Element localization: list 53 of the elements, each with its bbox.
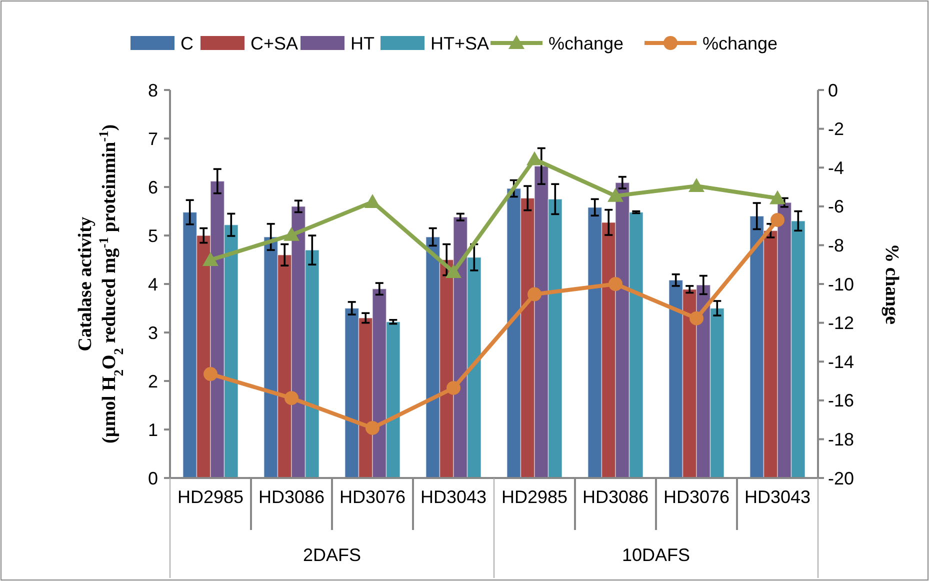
point	[690, 311, 704, 326]
point	[202, 252, 218, 266]
point	[526, 151, 542, 166]
legend-label: %change	[548, 33, 624, 54]
legend-label: C	[180, 33, 194, 54]
y2-tick-label: -20	[828, 468, 854, 488]
legend-label: %change	[702, 33, 778, 54]
y-tick-label: 4	[148, 274, 158, 294]
y-tick-label: 6	[148, 177, 158, 198]
y-tick-label: 2	[148, 371, 158, 392]
y-tick-label: 8	[148, 80, 158, 100]
point	[446, 264, 462, 278]
point	[688, 178, 704, 192]
y2-tick-label: -6	[828, 196, 844, 217]
point	[446, 380, 460, 395]
legend-label: C+SA	[250, 33, 298, 54]
y2-tick-label: 0	[828, 80, 838, 100]
x-tick-label: HD3086	[258, 487, 325, 507]
text: 2DAFS	[302, 545, 362, 565]
y-tick-label: 0	[148, 468, 158, 488]
y2-tick-label: -18	[828, 430, 854, 450]
x-tick-label: HD2985	[177, 487, 244, 507]
y2-tick-label: -2	[828, 119, 844, 140]
point	[284, 226, 300, 241]
point	[770, 190, 786, 204]
legend-label: HT	[350, 33, 374, 54]
x-tick-label: HD3086	[582, 487, 649, 507]
point	[366, 420, 380, 435]
point	[770, 212, 784, 227]
y-tick-label: 1	[148, 420, 158, 440]
y-tick-label: 3	[148, 322, 158, 343]
x-tick-label: HD3043	[744, 487, 811, 507]
y-tick-label: 7	[148, 128, 158, 149]
point	[284, 391, 298, 406]
point	[608, 188, 624, 202]
y2-tick-label: -12	[828, 313, 854, 334]
x-tick-label: HD3076	[663, 487, 730, 507]
y2-tick-label: -8	[828, 236, 844, 256]
point	[608, 277, 622, 291]
text: 10DAFS	[622, 545, 690, 565]
x-tick-label: HD3076	[339, 487, 406, 507]
point	[204, 367, 218, 382]
y2-tick-label: -10	[828, 274, 854, 294]
legend-label: HT+SA	[430, 33, 490, 54]
x-tick-label: HD3043	[420, 487, 487, 507]
y2-axis-title: % change	[881, 244, 902, 324]
x-tick-label: HD2985	[501, 487, 568, 507]
y-tick-label: 5	[148, 226, 158, 246]
y2-tick-label: -14	[828, 352, 854, 372]
point	[364, 194, 380, 208]
point	[528, 287, 542, 302]
y2-tick-label: -16	[828, 390, 854, 411]
y2-tick-label: -4	[828, 158, 844, 178]
